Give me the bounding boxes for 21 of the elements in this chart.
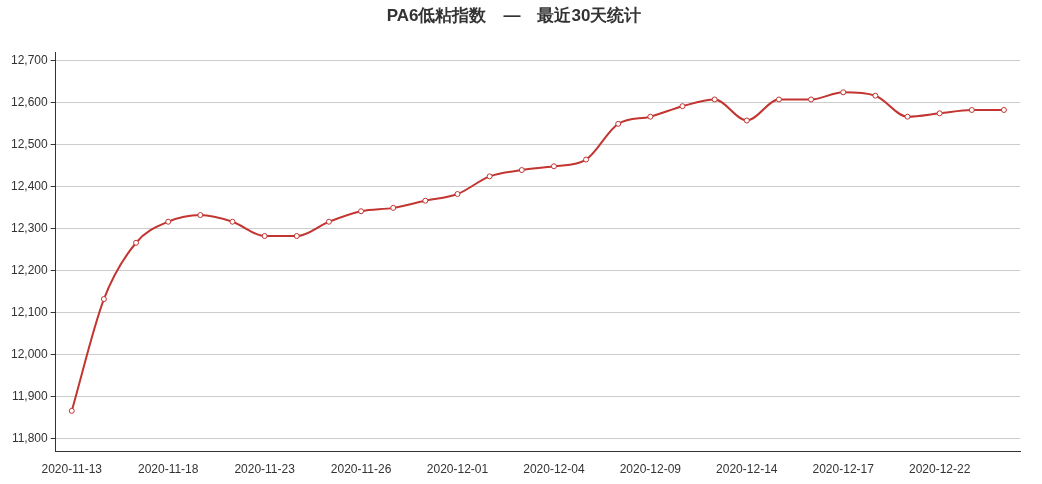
y-tick-label: 12,600 <box>11 95 49 110</box>
y-tick-label: 12,400 <box>11 179 49 194</box>
y-tick-label: 12,700 <box>11 53 49 68</box>
x-tick-label: 2020-12-22 <box>908 462 971 477</box>
x-tick-label: 2020-12-01 <box>426 462 489 477</box>
x-tick-label: 2020-12-04 <box>523 462 585 477</box>
x-tick-label: 2020-11-13 <box>41 462 103 477</box>
y-tick-label: 11,900 <box>11 389 49 404</box>
y-tick-label: 12,300 <box>11 221 49 236</box>
x-tick-label: 2020-12-14 <box>716 462 778 477</box>
x-tick-label: 2020-11-18 <box>137 462 199 477</box>
y-tick-label: 12,500 <box>11 137 49 152</box>
y-tick-label: 11,800 <box>11 431 49 446</box>
x-tick-label: 2020-11-26 <box>330 462 392 477</box>
y-tick-label: 12,100 <box>11 305 49 320</box>
x-tick-label: 2020-11-23 <box>234 462 296 477</box>
x-tick-label: 2020-12-17 <box>812 462 875 477</box>
y-tick-label: 12,000 <box>11 347 49 362</box>
x-tick-label: 2020-12-09 <box>619 462 682 477</box>
chart-title: PA6低粘指数 — 最近30天统计 <box>386 5 642 25</box>
y-tick-label: 12,200 <box>11 263 49 278</box>
